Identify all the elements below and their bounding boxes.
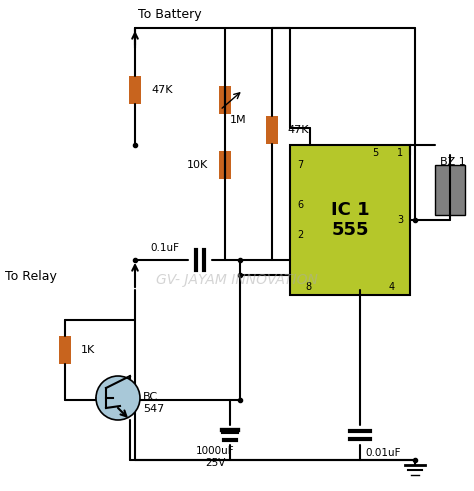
- FancyBboxPatch shape: [266, 116, 278, 144]
- Text: 1K: 1K: [81, 345, 95, 355]
- Text: 10K: 10K: [187, 160, 208, 170]
- Text: 47K: 47K: [287, 125, 309, 135]
- Circle shape: [96, 376, 140, 420]
- Text: BZ 1: BZ 1: [440, 157, 466, 167]
- Text: 1000uF
25V: 1000uF 25V: [196, 446, 234, 468]
- Text: To Battery: To Battery: [138, 8, 201, 21]
- Text: 47K: 47K: [151, 85, 173, 95]
- Text: GV- JAYAM INNOVATION: GV- JAYAM INNOVATION: [156, 273, 318, 287]
- FancyBboxPatch shape: [59, 336, 71, 364]
- FancyBboxPatch shape: [219, 151, 231, 179]
- FancyBboxPatch shape: [290, 145, 410, 295]
- Text: 8: 8: [305, 282, 311, 292]
- Text: 1M: 1M: [230, 115, 246, 125]
- Text: 5: 5: [372, 148, 378, 158]
- Text: 0.01uF: 0.01uF: [365, 448, 401, 458]
- Text: 3: 3: [397, 215, 403, 225]
- FancyBboxPatch shape: [219, 86, 231, 114]
- Text: BC
547: BC 547: [143, 392, 164, 414]
- Text: To Relay: To Relay: [5, 270, 57, 283]
- FancyBboxPatch shape: [435, 165, 465, 215]
- Text: 7: 7: [297, 160, 303, 170]
- Text: 2: 2: [297, 230, 303, 240]
- Text: 4: 4: [389, 282, 395, 292]
- Text: 1: 1: [397, 148, 403, 158]
- Text: 0.1uF: 0.1uF: [150, 243, 179, 253]
- Text: 6: 6: [297, 200, 303, 210]
- Text: IC 1
555: IC 1 555: [331, 201, 369, 240]
- FancyBboxPatch shape: [223, 428, 237, 434]
- FancyBboxPatch shape: [129, 76, 141, 104]
